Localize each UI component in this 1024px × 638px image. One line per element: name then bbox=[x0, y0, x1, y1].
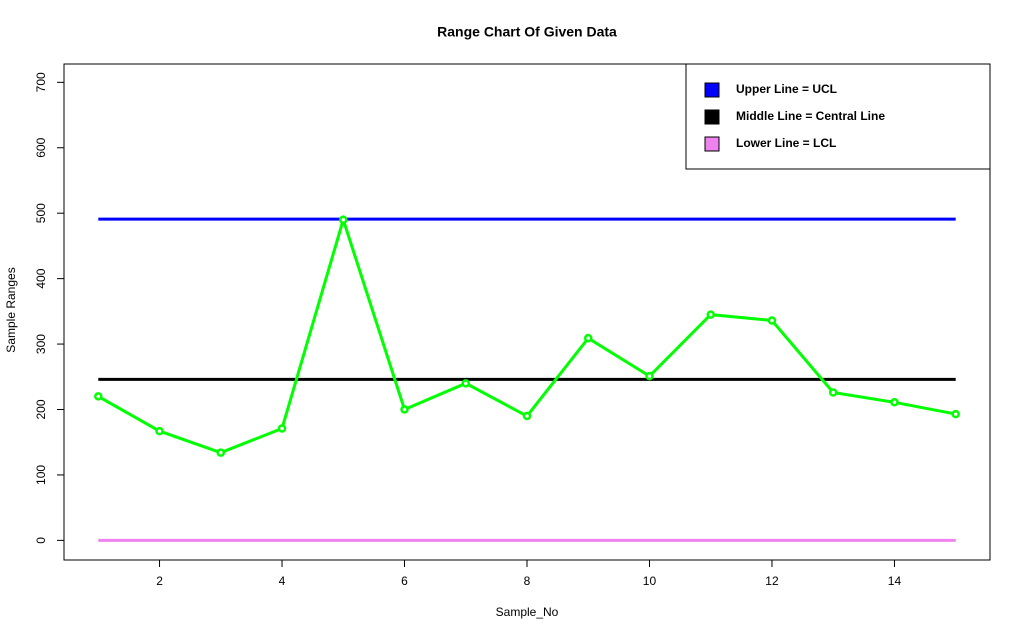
data-point bbox=[583, 333, 593, 343]
data-point bbox=[522, 411, 532, 421]
data-point bbox=[890, 398, 899, 407]
x-tick-label: 4 bbox=[279, 574, 286, 588]
legend-swatch bbox=[704, 136, 720, 152]
y-tick-label: 100 bbox=[34, 465, 48, 485]
x-tick-label: 14 bbox=[888, 574, 902, 588]
y-tick-label: 400 bbox=[34, 268, 48, 288]
data-point bbox=[828, 388, 838, 397]
y-tick-label: 300 bbox=[34, 334, 48, 354]
data-point bbox=[155, 426, 164, 436]
legend-swatch bbox=[704, 82, 720, 98]
legend-swatch bbox=[704, 109, 720, 125]
y-axis-label: Sample Ranges bbox=[4, 267, 18, 352]
data-point bbox=[645, 371, 654, 381]
data-point bbox=[400, 405, 409, 414]
y-tick-label: 700 bbox=[34, 72, 48, 92]
legend-label: Upper Line = UCL bbox=[736, 82, 837, 96]
y-tick-label: 500 bbox=[34, 203, 48, 223]
data-point bbox=[277, 424, 287, 433]
y-tick-label: 0 bbox=[34, 537, 48, 544]
x-axis-label: Sample_No bbox=[496, 605, 559, 619]
x-tick-label: 2 bbox=[156, 574, 163, 588]
data-point bbox=[706, 310, 715, 319]
legend-box bbox=[685, 63, 991, 170]
x-tick-label: 12 bbox=[765, 574, 779, 588]
x-tick-label: 8 bbox=[524, 574, 531, 588]
x-tick-label: 6 bbox=[401, 574, 408, 588]
y-tick-label: 200 bbox=[34, 399, 48, 419]
data-point bbox=[94, 392, 103, 401]
chart-title: Range Chart Of Given Data bbox=[437, 24, 617, 40]
legend-label: Middle Line = Central Line bbox=[736, 109, 885, 123]
x-tick-label: 10 bbox=[643, 574, 657, 588]
data-point bbox=[216, 448, 226, 457]
data-point bbox=[339, 215, 348, 224]
data-point bbox=[461, 379, 471, 388]
legend-label: Lower Line = LCL bbox=[736, 136, 836, 150]
data-point bbox=[767, 316, 777, 325]
y-tick-label: 600 bbox=[34, 137, 48, 157]
data-point bbox=[951, 409, 960, 419]
